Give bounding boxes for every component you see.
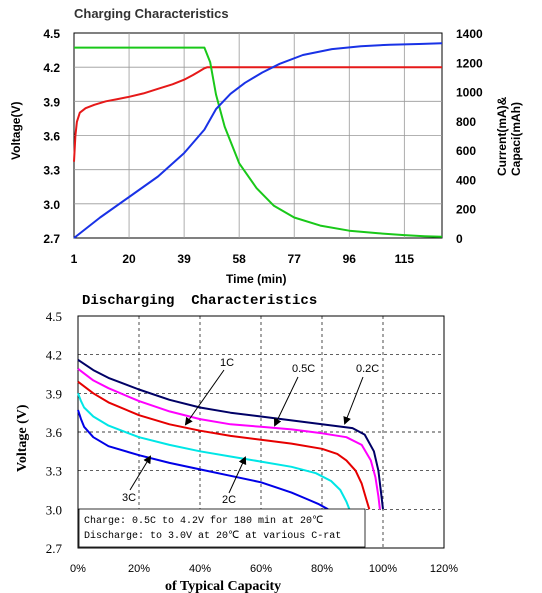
discharging-x-tick-label: 80% [311, 563, 333, 575]
discharging-y-tick-label: 3.9 [46, 386, 62, 401]
charging-x-tick-label: 1 [71, 252, 78, 266]
discharging-x-tick-label: 120% [430, 563, 458, 575]
note-discharge: Discharge: to 3.0V at 20℃ at various C-r… [84, 530, 341, 542]
charging-right-tick-label: 1000 [456, 86, 483, 100]
charging-right-tick-label: 400 [456, 173, 476, 187]
discharging-x-tick-label: 100% [369, 563, 397, 575]
charging-left-tick-label: 2.7 [43, 232, 60, 246]
arrow-1c [184, 369, 225, 426]
discharging-y-tick-label: 3.6 [46, 425, 63, 440]
charging-right-tick-label: 1200 [456, 56, 483, 70]
charging-left-tick-label: 3.0 [43, 198, 60, 212]
charging-right-tick-label: 1400 [456, 27, 483, 41]
series-annotations: 1C 0.5C 0.2C 3C 2C [122, 357, 379, 506]
charging-x-tick-label: 58 [232, 252, 246, 266]
label-3c: 3C [122, 492, 136, 504]
discharge-line-2c [77, 392, 351, 510]
charging-right-tick-label: 0 [456, 232, 463, 246]
charging-chart: Charging Characteristics 1 20 39 58 77 96 115 … [9, 6, 523, 286]
charging-voltage-line [73, 66, 442, 162]
discharging-x-tick-labels: 0% 20% 40% 60% 80% 100% 120% [70, 563, 458, 575]
discharging-y-tick-label: 4.2 [46, 348, 62, 363]
charging-x-axis-label: Time (min) [226, 272, 286, 286]
charging-x-tick-labels: 1 20 39 58 77 96 115 [71, 252, 415, 266]
discharging-x-tick-label: 20% [128, 563, 150, 575]
charging-right-tick-label: 800 [456, 115, 476, 129]
discharging-series [77, 358, 384, 511]
discharge-line-1c [77, 380, 371, 510]
charging-left-tick-label: 3.9 [43, 95, 60, 109]
discharging-y-tick-label: 3.0 [46, 502, 62, 517]
charging-right-axis-label-line1: Current(mA)& [495, 96, 509, 176]
discharging-y-tick-label: 3.3 [46, 464, 62, 479]
charging-x-tick-label: 39 [177, 252, 191, 266]
label-1c: 1C [220, 357, 234, 369]
discharging-title: Discharging Characteristics [82, 293, 317, 309]
discharging-x-axis-label: of Typical Capacity [165, 579, 281, 593]
discharging-y-tick-label: 4.5 [46, 309, 62, 324]
discharging-y-tick-labels: 2.7 3.0 3.3 3.6 3.9 4.2 4.5 [46, 309, 63, 556]
note-charge: Charge: 0.5C to 4.2V for 180 min at 20℃ [84, 515, 323, 527]
discharge-line-05c [77, 368, 381, 510]
charging-x-tick-label: 77 [288, 252, 302, 266]
charging-x-tick-label: 96 [343, 252, 357, 266]
charging-x-tick-label: 115 [395, 252, 415, 266]
charging-capacity-line [73, 42, 443, 239]
arrow-3c [129, 455, 152, 491]
charging-current-line [74, 46, 443, 238]
discharge-line-3c [77, 409, 329, 511]
charging-right-tick-label: 200 [456, 203, 476, 217]
label-02c: 0.2C [356, 363, 379, 375]
arrow-2c [228, 456, 247, 494]
discharging-x-tick-label: 60% [250, 563, 272, 575]
charging-left-tick-label: 4.5 [43, 27, 60, 41]
discharging-chart: Discharging Characteristics 0% 20% 40% 60% 8… [15, 293, 458, 593]
charging-grid [74, 33, 442, 238]
charging-left-tick-labels: 2.7 3.0 3.3 3.6 3.9 4.2 4.5 [43, 27, 60, 246]
discharging-y-axis-label: Voltage (V) [15, 404, 30, 472]
label-05c: 0.5C [292, 363, 315, 375]
charging-right-axis-label-line2: Capaci(mAh) [509, 102, 523, 176]
arrow-05c [273, 376, 299, 427]
test-conditions-note: Charge: 0.5C to 4.2V for 180 min at 20℃ … [78, 508, 366, 548]
charging-left-tick-label: 3.6 [43, 130, 60, 144]
charging-left-tick-label: 3.3 [43, 164, 60, 178]
charging-title: Charging Characteristics [74, 6, 229, 21]
note-box [78, 508, 366, 548]
charging-x-tick-label: 20 [122, 252, 136, 266]
charging-right-tick-labels: 0 200 400 600 800 1000 1200 1400 [456, 27, 483, 246]
discharging-y-tick-label: 2.7 [46, 541, 63, 556]
charging-series [73, 42, 443, 239]
label-2c: 2C [222, 494, 236, 506]
charging-left-tick-label: 4.2 [43, 61, 60, 75]
discharging-x-tick-label: 0% [70, 563, 86, 575]
discharging-x-tick-label: 40% [189, 563, 211, 575]
arrow-02c [343, 376, 364, 425]
charging-right-tick-label: 600 [456, 144, 476, 158]
charging-left-axis-label: Voltage(V) [9, 102, 23, 160]
